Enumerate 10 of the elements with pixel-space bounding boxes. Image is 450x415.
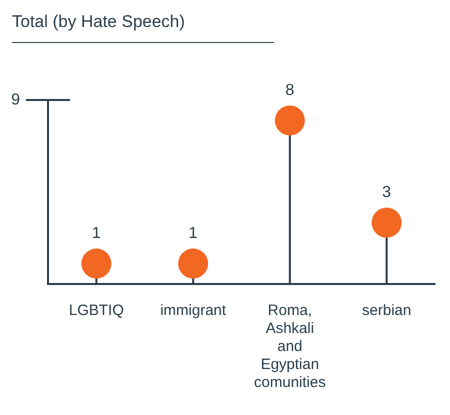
chart-title: Total (by Hate Speech) <box>12 12 274 43</box>
data-label: 3 <box>382 184 392 202</box>
text: 9 <box>11 91 20 108</box>
data-label: 1 <box>92 224 101 242</box>
x-tick-label: Roma, Ashkali and Egyptian comunities <box>254 302 326 392</box>
x-tick-label: immigrant <box>160 302 227 320</box>
data-label: 1 <box>188 224 198 242</box>
x-tick-label: serbian <box>362 302 412 320</box>
x-tick-label: LGBTIQ <box>68 302 124 320</box>
data-label: 8 <box>285 82 294 99</box>
